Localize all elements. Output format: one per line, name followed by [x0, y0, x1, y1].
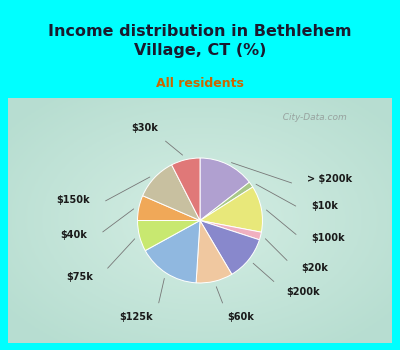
Text: $200k: $200k — [286, 287, 320, 297]
Wedge shape — [200, 220, 261, 240]
Text: $150k: $150k — [56, 195, 90, 205]
Text: $125k: $125k — [119, 312, 152, 322]
Text: $10k: $10k — [312, 201, 338, 211]
Text: $30k: $30k — [132, 123, 158, 133]
Wedge shape — [138, 196, 200, 220]
Wedge shape — [200, 187, 262, 232]
Wedge shape — [196, 220, 232, 283]
Wedge shape — [138, 220, 200, 251]
Text: City-Data.com: City-Data.com — [277, 113, 347, 122]
Text: $60k: $60k — [227, 312, 254, 322]
Wedge shape — [200, 158, 249, 220]
Text: > $200k: > $200k — [307, 174, 352, 184]
Text: All residents: All residents — [156, 77, 244, 90]
Text: $20k: $20k — [301, 263, 328, 273]
Text: $40k: $40k — [60, 230, 87, 240]
Wedge shape — [172, 158, 200, 220]
Text: $75k: $75k — [66, 272, 93, 282]
Text: Income distribution in Bethlehem
Village, CT (%): Income distribution in Bethlehem Village… — [48, 25, 352, 58]
Wedge shape — [200, 220, 260, 274]
Wedge shape — [200, 182, 253, 220]
Wedge shape — [145, 220, 200, 283]
Wedge shape — [143, 165, 200, 220]
Text: $100k: $100k — [312, 233, 345, 243]
